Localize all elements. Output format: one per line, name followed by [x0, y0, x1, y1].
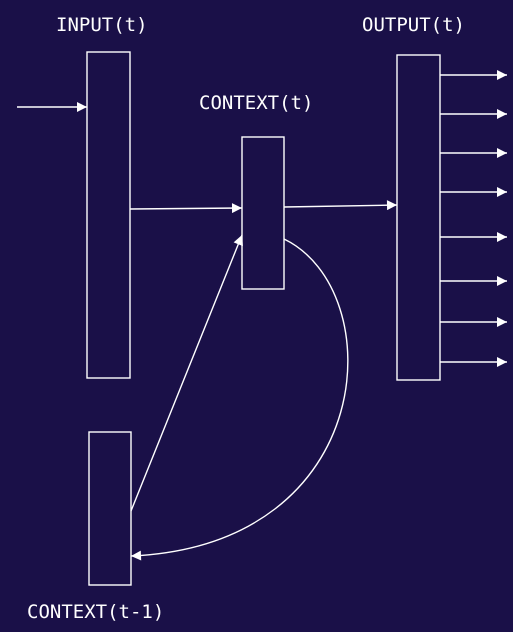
output-label: OUTPUT(t) [362, 14, 465, 36]
input-to-context-arrow [129, 203, 243, 214]
context-prev-label: CONTEXT(t-1) [27, 601, 165, 623]
context-to-output-arrow [283, 200, 398, 211]
output-layer-box [396, 54, 441, 381]
context-layer-box [241, 136, 285, 290]
recurrent-copy-arrow [130, 238, 349, 561]
input-label: INPUT(t) [56, 14, 148, 36]
context-prev-to-context-arrow [130, 234, 243, 512]
context-prev-layer-box [88, 431, 132, 586]
input-layer-box [86, 51, 131, 379]
context-label: CONTEXT(t) [199, 92, 314, 114]
